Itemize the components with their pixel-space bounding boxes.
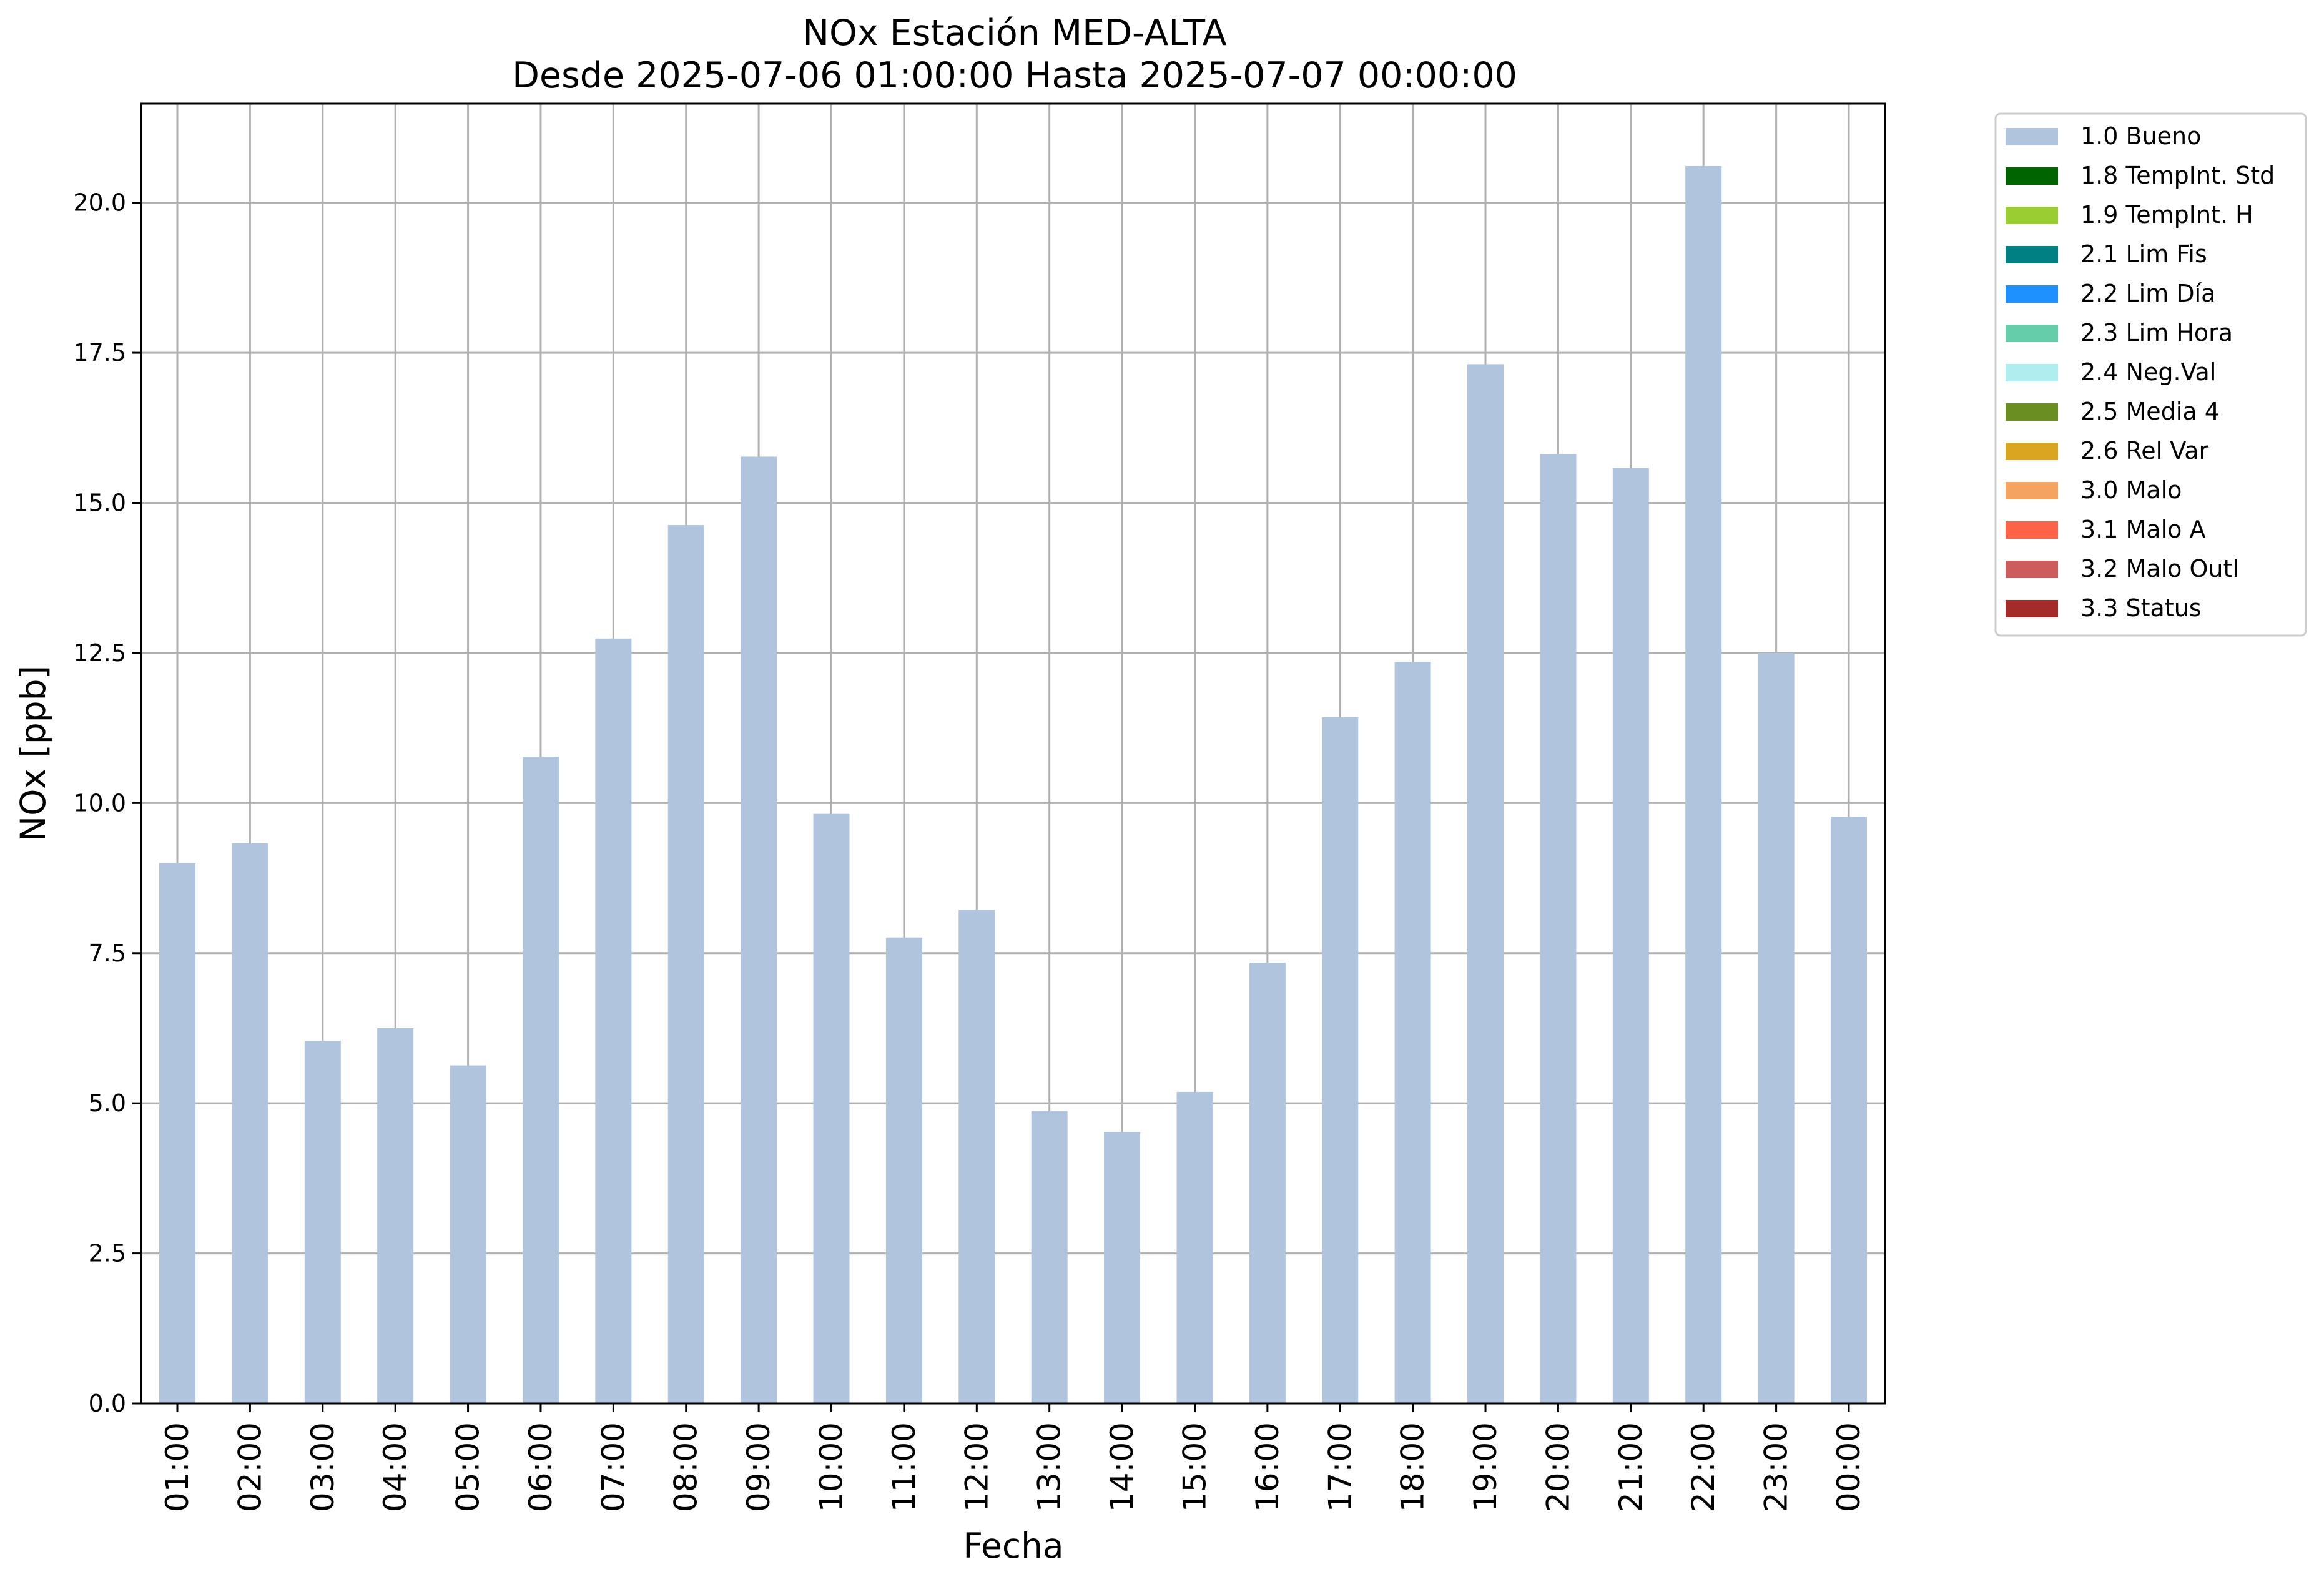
x-tick-label: 10:00 (814, 1422, 850, 1512)
legend-label: 3.0 Malo (2080, 476, 2182, 504)
legend-label: 2.1 Lim Fis (2080, 240, 2207, 268)
y-tick-label: 5.0 (89, 1089, 126, 1117)
y-tick-label: 17.5 (73, 339, 126, 366)
x-tick-label: 19:00 (1467, 1422, 1504, 1512)
chart-subtitle: Desde 2025-07-06 01:00:00 Hasta 2025-07-… (512, 55, 1517, 96)
legend-swatch (2006, 246, 2058, 263)
bar-1500 (1176, 1091, 1213, 1403)
x-tick-label: 03:00 (305, 1422, 341, 1512)
x-tick-label: 18:00 (1395, 1422, 1431, 1512)
x-tick-label: 11:00 (886, 1422, 922, 1512)
legend-swatch (2006, 443, 2058, 460)
x-tick-label: 17:00 (1322, 1422, 1358, 1512)
y-tick-label: 7.5 (89, 940, 126, 967)
bar-2300 (1758, 652, 1795, 1403)
y-tick-label: 2.5 (89, 1240, 126, 1267)
x-tick-label: 00:00 (1831, 1422, 1867, 1512)
legend: 1.0 Bueno 1.8 TempInt. Std 1.9 TempInt. H 2… (1994, 112, 2307, 637)
bar-2200 (1685, 166, 1722, 1403)
legend-label: 2.3 Lim Hora (2080, 319, 2233, 346)
legend-label: 1.8 TempInt. Std (2080, 162, 2275, 189)
bar-0100 (159, 863, 195, 1403)
legend-label: 2.5 Media 4 (2080, 398, 2220, 425)
bar-0500 (450, 1065, 486, 1403)
x-tick-label: 16:00 (1249, 1422, 1286, 1512)
legend-label: 1.9 TempInt. H (2080, 201, 2253, 228)
bar-2000 (1540, 454, 1577, 1403)
x-tick-label: 07:00 (595, 1422, 631, 1512)
legend-swatch (2006, 285, 2058, 303)
legend-swatch (2006, 482, 2058, 499)
bar-1000 (813, 813, 850, 1403)
x-tick-label: 12:00 (958, 1422, 995, 1512)
x-tick-label: 01:00 (159, 1422, 195, 1512)
bar-0400 (377, 1028, 414, 1403)
x-tick-label: 22:00 (1685, 1422, 1721, 1512)
y-tick-label: 12.5 (73, 639, 126, 667)
legend-label: 3.2 Malo Outl (2080, 555, 2239, 582)
legend-swatch (2006, 207, 2058, 224)
bar-0600 (522, 757, 559, 1403)
bar-1900 (1467, 364, 1504, 1404)
y-tick-label: 15.0 (73, 489, 126, 517)
legend-label: 3.1 Malo A (2080, 516, 2205, 543)
bar-1600 (1249, 963, 1286, 1403)
legend-swatch (2006, 128, 2058, 145)
x-tick-label: 04:00 (377, 1422, 413, 1512)
x-tick-label: 06:00 (523, 1422, 559, 1512)
bar-1100 (885, 937, 922, 1403)
plot-area-frame (140, 102, 1886, 1405)
legend-label: 3.3 Status (2080, 594, 2202, 622)
bar-2100 (1612, 468, 1649, 1404)
bar-1700 (1322, 717, 1359, 1403)
bar-0000 (1831, 817, 1867, 1403)
y-tick-label: 0.0 (89, 1390, 126, 1417)
x-tick-label: 09:00 (741, 1422, 777, 1512)
x-axis-label: Fecha (963, 1526, 1063, 1566)
legend-swatch (2006, 561, 2058, 578)
x-tick-label: 05:00 (450, 1422, 486, 1512)
legend-label: 2.4 Neg.Val (2080, 358, 2216, 386)
legend-swatch (2006, 521, 2058, 539)
x-tick-label: 08:00 (668, 1422, 704, 1512)
legend-label: 1.0 Bueno (2080, 122, 2201, 150)
x-tick-label: 13:00 (1032, 1422, 1068, 1512)
bar-0200 (232, 843, 268, 1403)
y-tick-label: 10.0 (73, 789, 126, 817)
x-tick-label: 20:00 (1540, 1422, 1576, 1512)
legend-swatch (2006, 364, 2058, 381)
y-tick-label: 20.0 (73, 189, 126, 217)
x-tick-label: 14:00 (1104, 1422, 1140, 1512)
chart-title: NOx Estación MED-ALTA (802, 12, 1226, 54)
bar-1400 (1104, 1132, 1141, 1403)
y-axis-label: NOx [ppb] (13, 666, 53, 842)
x-tick-label: 15:00 (1176, 1422, 1213, 1512)
legend-swatch (2006, 167, 2058, 185)
bar-1300 (1031, 1111, 1068, 1403)
x-tick-label: 02:00 (232, 1422, 268, 1512)
legend-swatch (2006, 403, 2058, 421)
bar-0900 (741, 456, 777, 1403)
x-tick-label: 21:00 (1613, 1422, 1649, 1512)
legend-swatch (2006, 325, 2058, 342)
bar-0800 (667, 525, 704, 1403)
bar-0300 (304, 1041, 341, 1403)
x-tick-label: 23:00 (1758, 1422, 1795, 1512)
legend-box (1994, 112, 2307, 637)
bar-1200 (958, 910, 995, 1403)
legend-label: 2.6 Rel Var (2080, 437, 2209, 464)
bar-0700 (595, 638, 632, 1403)
legend-swatch (2006, 600, 2058, 617)
bar-1800 (1394, 662, 1431, 1403)
legend-label: 2.2 Lim Día (2080, 280, 2215, 307)
